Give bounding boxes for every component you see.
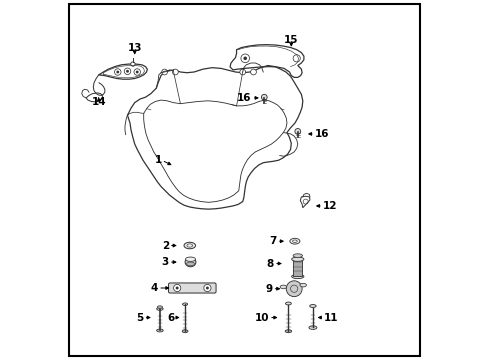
- Ellipse shape: [186, 262, 194, 266]
- Ellipse shape: [291, 274, 303, 279]
- Text: 10: 10: [254, 312, 268, 323]
- Text: 13: 13: [127, 42, 142, 53]
- Text: 14: 14: [91, 96, 106, 107]
- Circle shape: [126, 70, 129, 73]
- Circle shape: [175, 287, 178, 289]
- Ellipse shape: [285, 302, 291, 305]
- Circle shape: [136, 71, 139, 73]
- Circle shape: [205, 287, 208, 289]
- Ellipse shape: [185, 257, 195, 261]
- Ellipse shape: [292, 254, 302, 257]
- Ellipse shape: [289, 238, 299, 244]
- Text: 15: 15: [284, 35, 298, 45]
- Text: 12: 12: [322, 201, 337, 211]
- Text: 7: 7: [269, 236, 276, 246]
- Text: 16: 16: [314, 129, 328, 139]
- FancyBboxPatch shape: [168, 283, 216, 293]
- Text: 11: 11: [323, 312, 338, 323]
- Ellipse shape: [182, 330, 187, 333]
- Text: 9: 9: [265, 284, 272, 294]
- Circle shape: [130, 62, 135, 66]
- Ellipse shape: [309, 305, 316, 307]
- Ellipse shape: [157, 306, 162, 308]
- Ellipse shape: [156, 307, 163, 310]
- Circle shape: [285, 281, 302, 297]
- Text: 8: 8: [266, 258, 273, 269]
- Ellipse shape: [285, 330, 291, 333]
- Ellipse shape: [185, 257, 196, 267]
- Circle shape: [239, 69, 245, 75]
- Text: 1: 1: [154, 155, 162, 165]
- Circle shape: [172, 69, 178, 75]
- Ellipse shape: [280, 285, 286, 289]
- Ellipse shape: [182, 303, 187, 305]
- Circle shape: [162, 69, 167, 75]
- Circle shape: [116, 71, 119, 73]
- Text: 4: 4: [150, 283, 158, 293]
- Circle shape: [250, 69, 256, 75]
- Bar: [293, 260, 302, 276]
- Circle shape: [294, 129, 300, 134]
- Ellipse shape: [183, 242, 195, 249]
- Text: 3: 3: [162, 257, 168, 267]
- Text: 2: 2: [162, 240, 168, 251]
- Circle shape: [243, 57, 246, 60]
- Text: 6: 6: [167, 312, 174, 323]
- Circle shape: [173, 284, 181, 292]
- Ellipse shape: [299, 283, 306, 287]
- Circle shape: [203, 284, 211, 292]
- Ellipse shape: [156, 329, 163, 332]
- Text: 5: 5: [136, 312, 143, 323]
- Text: 16: 16: [237, 93, 251, 103]
- Circle shape: [261, 94, 266, 100]
- Ellipse shape: [308, 326, 316, 329]
- Ellipse shape: [291, 257, 303, 261]
